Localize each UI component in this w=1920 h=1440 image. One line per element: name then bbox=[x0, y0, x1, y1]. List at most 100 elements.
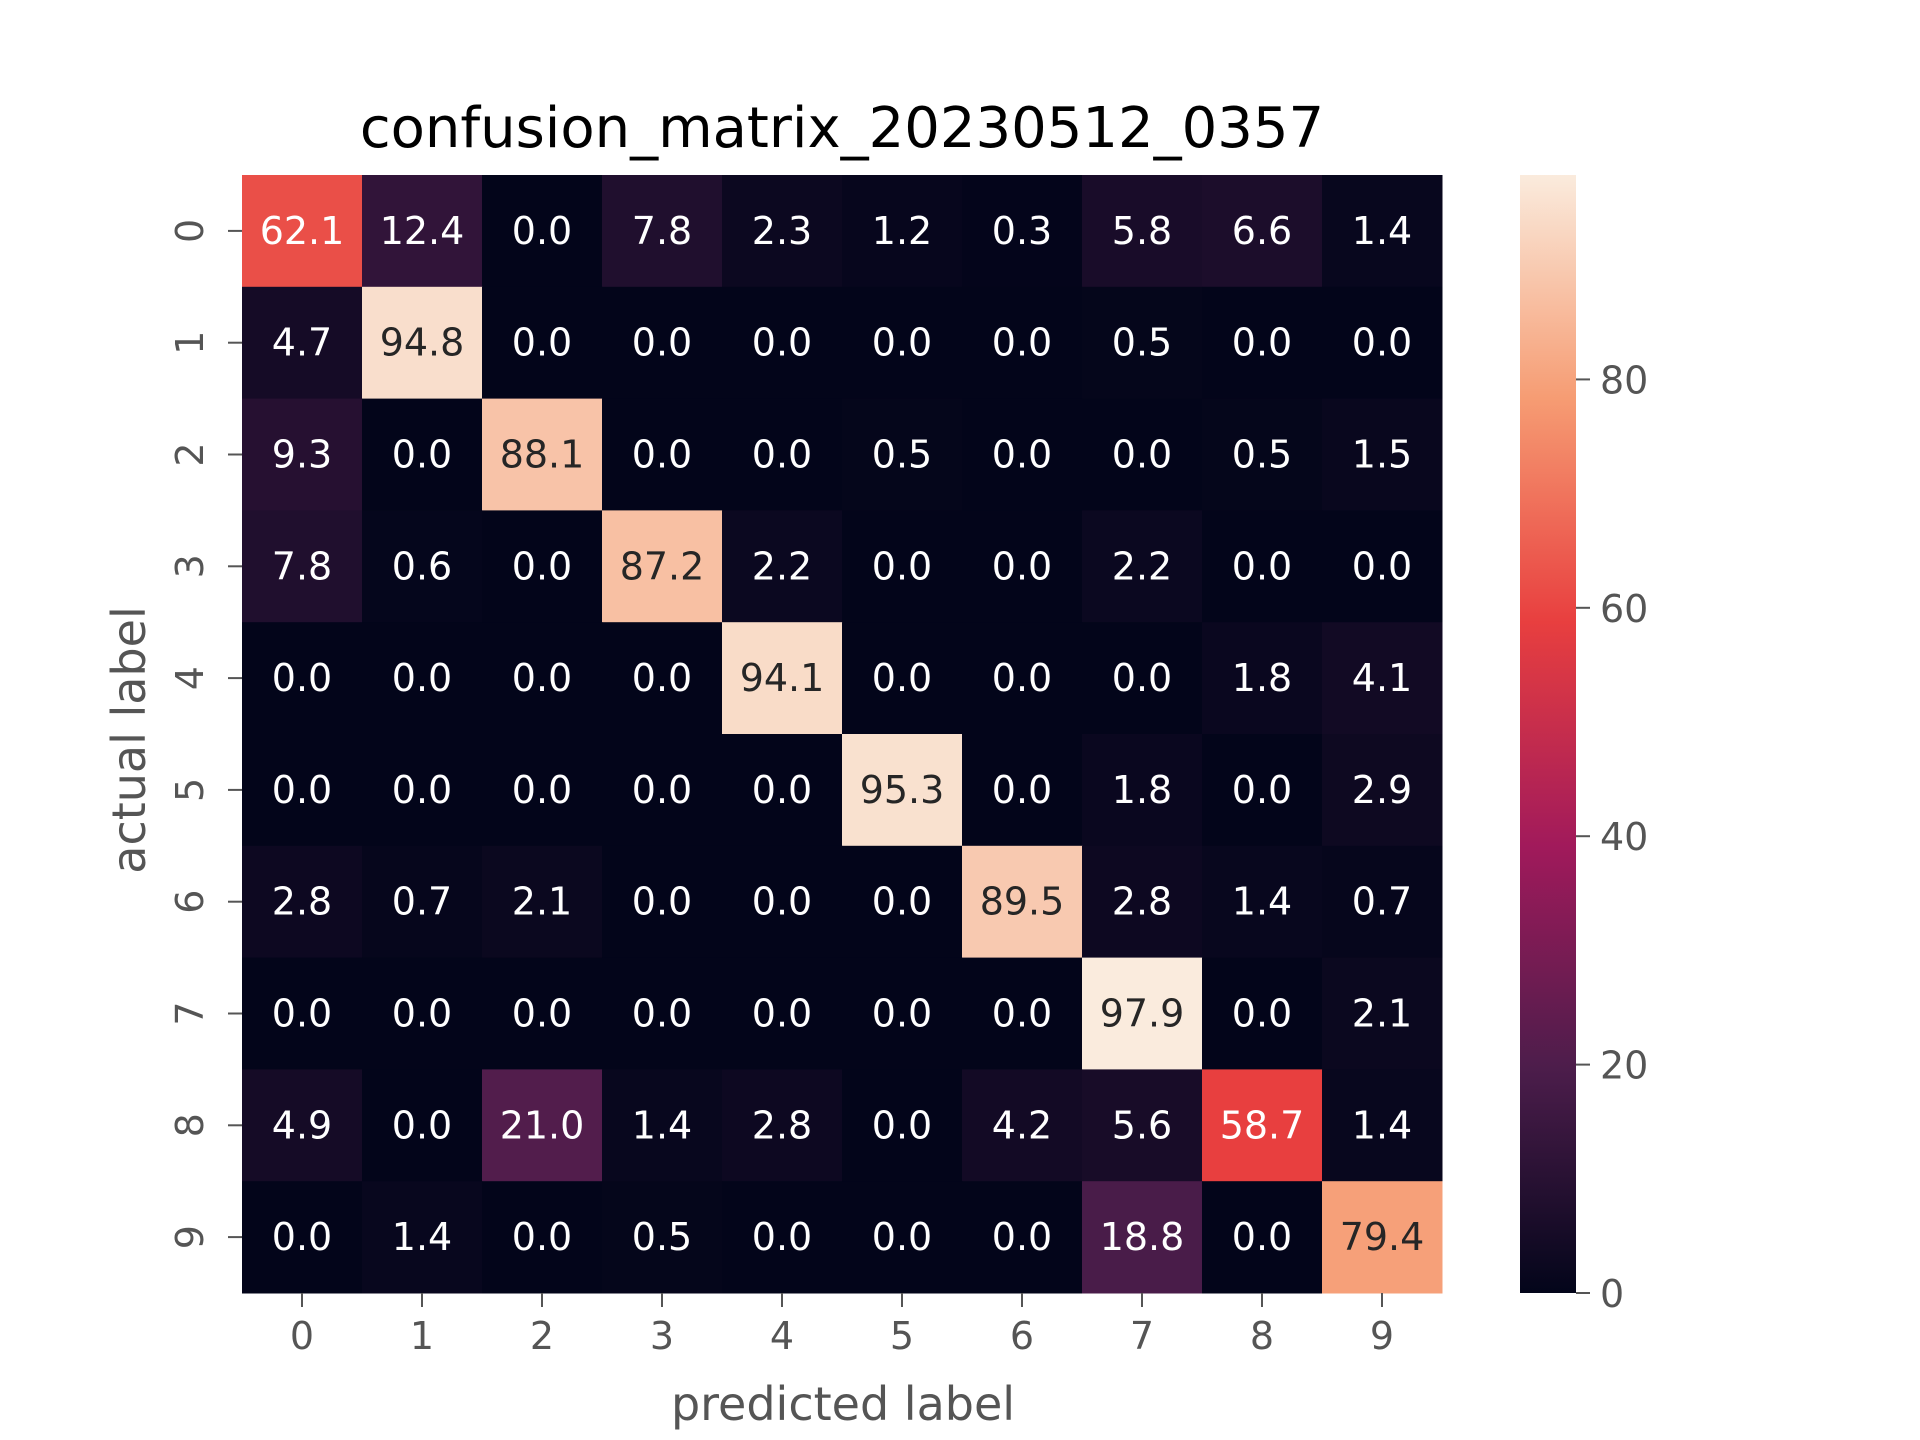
cell-value-label: 0.0 bbox=[992, 992, 1052, 1036]
heatmap-cell bbox=[1322, 957, 1443, 1070]
heatmap-cell bbox=[962, 510, 1083, 623]
cell-value-label: 0.0 bbox=[1232, 321, 1292, 365]
y-tick-label: 6 bbox=[168, 890, 212, 914]
cell-value-label: 0.0 bbox=[752, 992, 812, 1036]
heatmap-cell bbox=[1202, 398, 1323, 511]
heatmap-cell bbox=[1082, 957, 1203, 1070]
cell-value-label: 0.0 bbox=[512, 209, 572, 253]
cell-value-label: 0.5 bbox=[1112, 321, 1172, 365]
cell-value-label: 97.9 bbox=[1100, 992, 1185, 1036]
cell-value-label: 0.0 bbox=[512, 544, 572, 588]
heatmap-cell bbox=[482, 622, 603, 735]
heatmap-cell bbox=[722, 957, 843, 1070]
cell-value-label: 62.1 bbox=[260, 209, 345, 253]
heatmap-cell bbox=[842, 510, 963, 623]
x-tick-label: 9 bbox=[1370, 1314, 1394, 1358]
heatmap-cell bbox=[242, 622, 363, 735]
cell-value-label: 0.0 bbox=[392, 992, 452, 1036]
cell-value-label: 0.0 bbox=[272, 992, 332, 1036]
heatmap-cell bbox=[842, 1181, 963, 1294]
heatmap-cell bbox=[1322, 1181, 1443, 1294]
cell-value-label: 0.5 bbox=[632, 1215, 692, 1259]
heatmap-cell bbox=[1322, 286, 1443, 400]
heatmap-cell bbox=[242, 175, 363, 288]
heatmap-cell bbox=[362, 175, 483, 288]
cell-value-label: 0.3 bbox=[992, 209, 1052, 253]
cell-value-label: 0.0 bbox=[992, 1215, 1052, 1259]
cell-value-label: 9.3 bbox=[272, 433, 332, 477]
y-tick-label: 4 bbox=[168, 666, 212, 690]
heatmap-cell bbox=[482, 734, 603, 847]
heatmap-cell bbox=[602, 957, 723, 1070]
heatmap-cell bbox=[842, 398, 963, 511]
heatmap-cell bbox=[1082, 175, 1203, 288]
heatmap-cell bbox=[1322, 175, 1443, 288]
heatmap-cell bbox=[722, 1069, 843, 1182]
heatmap-cell bbox=[722, 510, 843, 623]
cell-value-label: 4.9 bbox=[272, 1103, 332, 1147]
cell-value-label: 0.0 bbox=[632, 880, 692, 924]
cell-value-label: 0.0 bbox=[752, 433, 812, 477]
cell-value-label: 2.8 bbox=[1112, 880, 1172, 924]
heatmap-cell bbox=[1082, 1069, 1203, 1182]
heatmap-cell bbox=[362, 845, 483, 959]
cell-value-label: 94.8 bbox=[380, 321, 465, 365]
cell-value-label: 0.0 bbox=[992, 433, 1052, 477]
heatmap-cell bbox=[362, 1181, 483, 1294]
cell-value-label: 1.4 bbox=[1232, 880, 1292, 924]
heatmap-cells: 62.1 12.4 0.0 7.8 2.3 1.2 0.3 5.8 6.6 1.4 4.7 94.8 0… bbox=[242, 175, 1443, 1294]
colorbar-tick-label: 40 bbox=[1600, 815, 1648, 859]
cell-value-label: 0.0 bbox=[992, 321, 1052, 365]
cell-value-label: 2.2 bbox=[1112, 544, 1172, 588]
heatmap-cell bbox=[842, 845, 963, 959]
x-tick-label: 8 bbox=[1250, 1314, 1274, 1358]
cell-value-label: 0.0 bbox=[632, 768, 692, 812]
cell-value-label: 0.0 bbox=[872, 321, 932, 365]
heatmap-cell bbox=[722, 175, 843, 288]
cell-value-label: 0.0 bbox=[872, 1103, 932, 1147]
cell-value-label: 0.0 bbox=[1232, 992, 1292, 1036]
cell-value-label: 0.0 bbox=[1352, 544, 1412, 588]
heatmap-cell bbox=[242, 286, 363, 400]
cell-value-label: 21.0 bbox=[500, 1103, 585, 1147]
cell-value-label: 0.0 bbox=[752, 1215, 812, 1259]
x-axis-ticks: 0 1 2 3 4 5 6 7 8 9 bbox=[290, 1293, 1394, 1358]
heatmap-cell bbox=[1202, 286, 1323, 400]
colorbar bbox=[1520, 175, 1576, 1293]
cell-value-label: 0.0 bbox=[512, 321, 572, 365]
cell-value-label: 0.0 bbox=[1232, 1215, 1292, 1259]
cell-value-label: 0.0 bbox=[632, 992, 692, 1036]
heatmap-cell bbox=[602, 1181, 723, 1294]
heatmap-cell bbox=[482, 286, 603, 400]
heatmap-cell bbox=[962, 622, 1083, 735]
cell-value-label: 2.8 bbox=[272, 880, 332, 924]
x-tick-label: 3 bbox=[650, 1314, 674, 1358]
cell-value-label: 0.0 bbox=[272, 768, 332, 812]
heatmap-cell bbox=[1082, 286, 1203, 400]
chart-title: confusion_matrix_20230512_0357 bbox=[360, 96, 1324, 161]
heatmap-cell bbox=[482, 1069, 603, 1182]
cell-value-label: 0.5 bbox=[872, 433, 932, 477]
x-tick-label: 7 bbox=[1130, 1314, 1154, 1358]
heatmap-cell bbox=[962, 957, 1083, 1070]
colorbar-tick-label: 0 bbox=[1600, 1272, 1624, 1316]
cell-value-label: 94.1 bbox=[740, 656, 825, 700]
heatmap-cell bbox=[1322, 845, 1443, 959]
cell-value-label: 0.5 bbox=[1232, 433, 1292, 477]
heatmap-cell bbox=[842, 734, 963, 847]
cell-value-label: 0.0 bbox=[872, 880, 932, 924]
cell-value-label: 2.1 bbox=[512, 880, 572, 924]
heatmap-cell bbox=[1082, 510, 1203, 623]
cell-value-label: 0.0 bbox=[872, 656, 932, 700]
heatmap-cell bbox=[962, 398, 1083, 511]
y-tick-label: 5 bbox=[168, 778, 212, 802]
cell-value-label: 0.0 bbox=[512, 656, 572, 700]
cell-value-label: 58.7 bbox=[1220, 1103, 1305, 1147]
heatmap-cell bbox=[482, 398, 603, 511]
cell-value-label: 6.6 bbox=[1232, 209, 1292, 253]
heatmap-cell bbox=[602, 734, 723, 847]
heatmap-cell bbox=[722, 622, 843, 735]
heatmap-cell bbox=[362, 286, 483, 400]
x-tick-label: 6 bbox=[1010, 1314, 1034, 1358]
cell-value-label: 1.4 bbox=[632, 1103, 692, 1147]
